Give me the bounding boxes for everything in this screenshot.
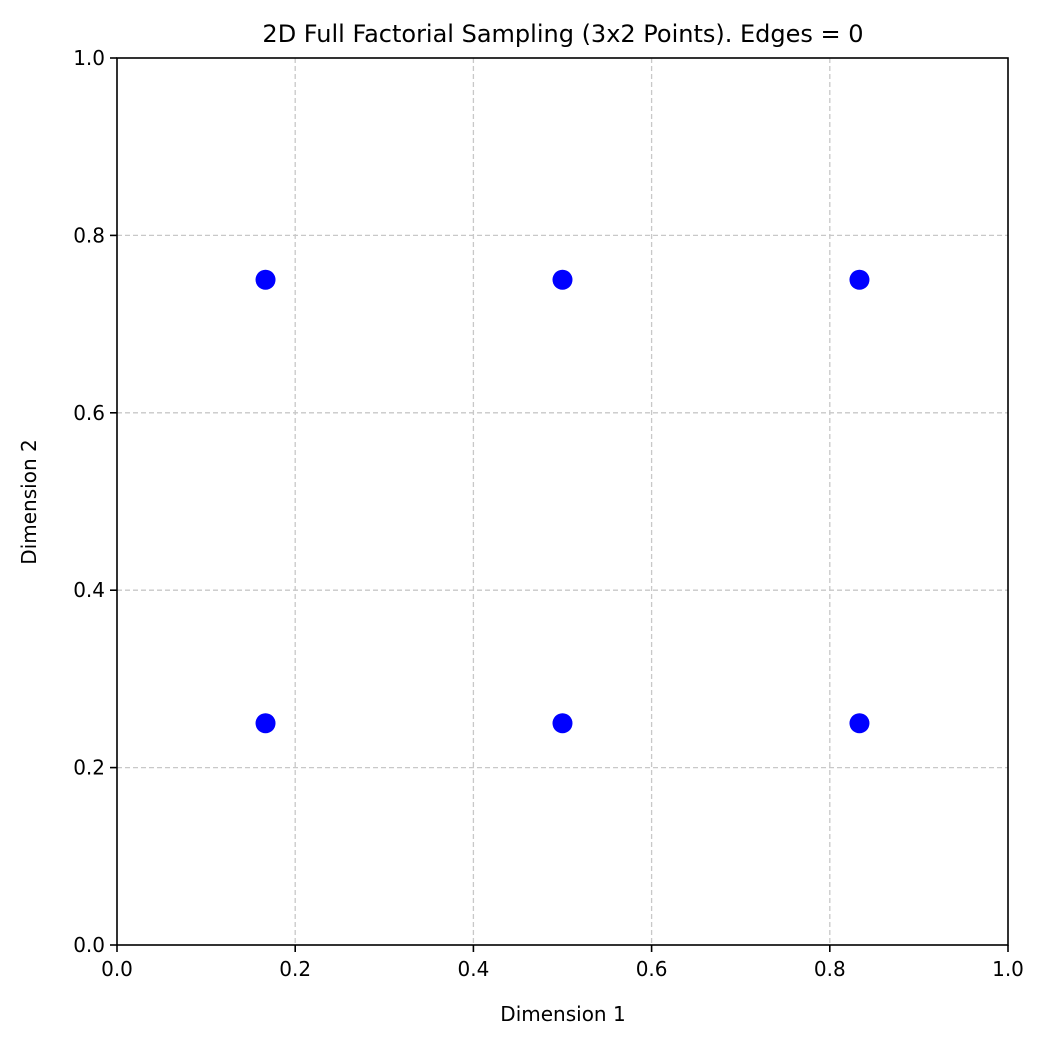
x-tick-label: 0.6 [636,957,668,981]
x-tick-label: 0.2 [279,957,311,981]
grid-lines [117,58,1008,945]
y-tick-label: 0.2 [73,756,105,780]
data-points [255,269,870,734]
x-tick-label: 0.4 [457,957,489,981]
axes: 0.0 0.2 0.4 0.6 0.8 1.0 0.0 0.2 0.4 0.6 0.8 1.0 [73,46,1024,981]
y-tick-label: 0.6 [73,401,105,425]
data-point [849,269,870,290]
x-tick-label: 0.0 [101,957,133,981]
x-tick-label: 1.0 [992,957,1024,981]
x-tick-label: 0.8 [814,957,846,981]
data-point [552,269,573,290]
data-point [255,713,276,734]
data-point [255,269,276,290]
data-point [849,713,870,734]
y-tick-label: 0.4 [73,578,105,602]
x-axis-title: Dimension 1 [500,1002,625,1026]
y-tick-label: 0.0 [73,933,105,957]
y-tick-label: 0.8 [73,223,105,247]
plot-frame [116,57,1009,946]
y-axis-title: Dimension 2 [17,439,41,564]
chart-title: 2D Full Factorial Sampling (3x2 Points).… [262,20,863,48]
data-point [552,713,573,734]
y-tick-label: 1.0 [73,46,105,70]
